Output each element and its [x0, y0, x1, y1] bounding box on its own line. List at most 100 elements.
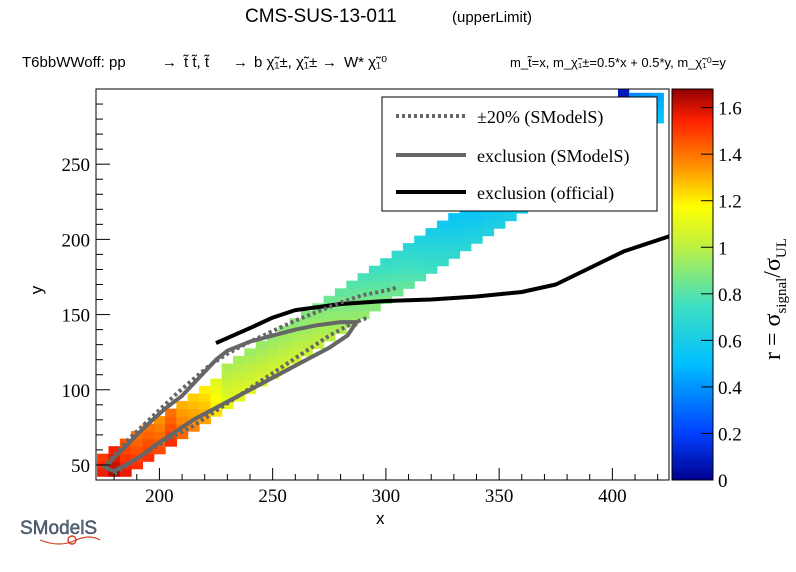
heatmap-cell — [301, 340, 313, 349]
heatmap-cell — [323, 310, 336, 319]
heatmap-cell — [414, 265, 427, 274]
series-line-1 — [103, 320, 359, 473]
process-arrow-2: → — [233, 54, 248, 71]
x-tick-label: 250 — [258, 486, 287, 507]
process-stops: t̃ t̃, t̃ — [182, 54, 210, 71]
heatmap-cell — [652, 100, 664, 109]
heatmap-cell — [176, 401, 189, 410]
heatmap-cell — [108, 446, 121, 455]
heatmap-cell — [131, 446, 143, 455]
y-axis: 50 100 150 200 250 — [62, 103, 110, 477]
heatmap-cell — [255, 348, 268, 357]
heatmap-cell — [187, 393, 200, 402]
heatmap-cell — [153, 431, 166, 440]
heatmap-cell — [459, 213, 472, 222]
heatmap-cell — [301, 333, 313, 342]
heatmap-cell — [244, 371, 257, 380]
heatmap-cell — [289, 355, 302, 364]
y-tick-label: 200 — [62, 230, 91, 251]
colorbar-label-r: r = σ — [760, 313, 786, 360]
heatmap-cell — [210, 393, 223, 402]
heatmap-cell — [255, 371, 268, 380]
heatmap-cell — [278, 340, 291, 349]
heatmap-cell — [504, 213, 517, 222]
heatmap-cell — [176, 416, 189, 425]
colorbar-tick-label: 0.6 — [718, 331, 742, 352]
heatmap-cell — [380, 280, 393, 289]
heatmap-cell — [255, 340, 268, 349]
heatmap-cell — [414, 243, 427, 252]
heatmap-cell — [255, 355, 268, 364]
heatmap-cell — [267, 363, 279, 372]
heatmap-cell — [380, 258, 393, 267]
heatmap-cell — [448, 228, 461, 237]
heatmap-cell — [267, 340, 279, 349]
heatmap-cell — [233, 378, 245, 387]
heatmap-cell — [425, 243, 438, 252]
y-tick-label: 100 — [62, 381, 91, 402]
heatmap-cell — [357, 295, 370, 304]
heatmap-cell — [244, 378, 257, 387]
heatmap-cell — [391, 265, 404, 274]
heatmap-cell — [357, 303, 370, 312]
chart-title: CMS-SUS-13-011 — [245, 6, 397, 27]
heatmap-cell — [267, 355, 279, 364]
heatmap-cell — [221, 363, 234, 372]
colorbar — [671, 88, 714, 481]
heatmap-cell — [334, 325, 347, 334]
heatmap-cell — [448, 235, 461, 244]
legend-entry-0: ±20% (SModelS) — [477, 107, 603, 128]
heatmap-cell — [346, 295, 359, 304]
heatmap-cell — [459, 235, 472, 244]
chart-title-note: (upperLimit) — [452, 9, 532, 26]
heatmap-cell — [108, 461, 121, 470]
heatmap-cell — [652, 115, 664, 124]
heatmap-cell — [482, 228, 495, 237]
heatmap-cell — [153, 416, 166, 425]
logo-text: SModelS — [20, 518, 97, 539]
x-tick-label: 200 — [145, 486, 174, 507]
colorbar-label: r = σsignal/σUL — [760, 238, 790, 360]
heatmap-cell — [357, 310, 370, 319]
heatmap-cell — [142, 431, 155, 440]
heatmap-cell — [289, 340, 302, 349]
heatmap-cell — [459, 220, 472, 229]
process-decay-1: b χ̃₁±, χ̃₁± — [254, 54, 317, 71]
heatmap-cell — [210, 386, 223, 395]
heatmap-cell — [368, 303, 381, 312]
heatmap-cell — [233, 386, 245, 395]
y-tick-label: 250 — [62, 155, 91, 176]
heatmap-cell — [233, 363, 245, 372]
heatmap-cell — [233, 371, 245, 380]
colorbar-ticks: 0 0.2 0.4 0.6 0.8 1 1.2 1.4 1.6 — [701, 99, 742, 492]
heatmap-cell — [165, 423, 177, 432]
heatmap-cell — [289, 333, 302, 342]
heatmap-cell — [618, 89, 630, 97]
heatmap-cell — [187, 408, 200, 417]
heatmap-cell — [176, 408, 189, 417]
heatmap-cell — [165, 438, 177, 447]
heatmap-cell — [142, 438, 155, 447]
heatmap-cell — [425, 258, 438, 267]
heatmap-cell — [380, 265, 393, 274]
colorbar-tick-label: 0 — [718, 471, 728, 492]
heatmap-cell — [312, 333, 325, 342]
heatmap-cell — [380, 273, 393, 282]
colorbar-tick-label: 0.4 — [718, 378, 742, 399]
heatmap-cell — [312, 325, 325, 334]
heatmap-cell — [436, 228, 449, 237]
heatmap-cell — [436, 235, 449, 244]
heatmap-cell — [391, 288, 404, 297]
x-tick-label: 400 — [598, 486, 627, 507]
heatmap-cell — [312, 318, 325, 327]
heatmap-cell — [119, 446, 132, 455]
heatmap-cell — [402, 243, 415, 252]
heatmap-cell — [470, 213, 483, 222]
heatmap-cell — [402, 250, 415, 259]
heatmap-cell — [97, 468, 109, 477]
mass-relations: m_t̃=x, m_χ̃₁±=0.5*x + 0.5*y, m_χ̃₁⁰=y — [510, 55, 726, 70]
heatmap-cell — [323, 325, 336, 334]
heatmap-cell — [493, 213, 506, 222]
heatmap-cell — [323, 333, 336, 342]
